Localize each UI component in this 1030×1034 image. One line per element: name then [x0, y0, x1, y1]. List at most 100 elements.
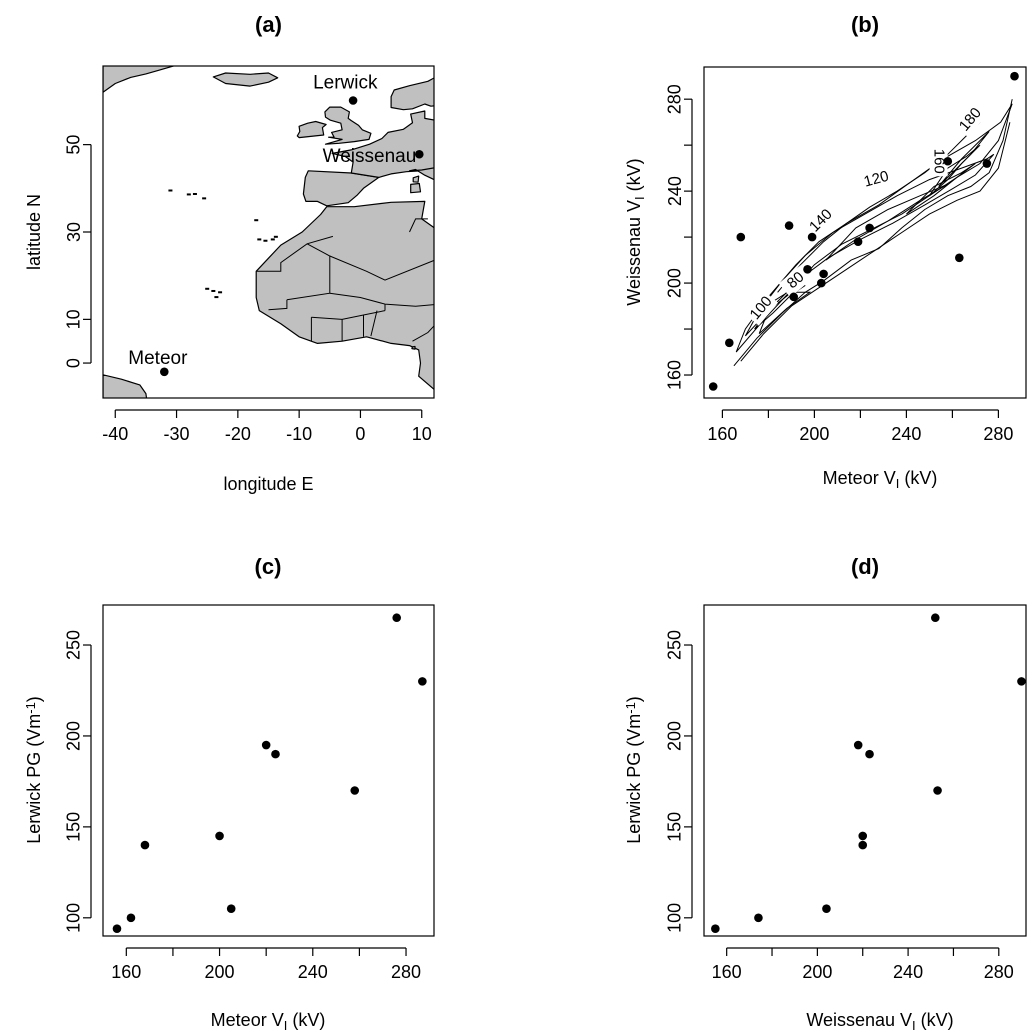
- data-point: [711, 924, 720, 934]
- y-axis-label-unit: (kV): [624, 158, 644, 196]
- x-axis-label-main: Meteor V: [211, 1010, 284, 1030]
- small-island: [205, 287, 210, 290]
- contour-line: [740, 122, 1011, 362]
- y-tick-label: 200: [665, 268, 685, 298]
- y-axis-label-main: Weissenau V: [624, 200, 644, 306]
- country-border: [286, 243, 331, 301]
- x-tick-label: 240: [891, 424, 921, 444]
- x-tick-label: 280: [983, 424, 1013, 444]
- panel-title: (a): [255, 12, 282, 37]
- station-label: Weissenau: [323, 146, 417, 167]
- y-axis-label-main: Lerwick PG (Vm: [624, 714, 644, 844]
- x-tick-label: 240: [298, 962, 328, 982]
- small-island: [218, 291, 223, 294]
- station-point: [159, 367, 169, 377]
- small-island: [263, 239, 268, 242]
- y-axis-label-sub: I: [632, 196, 647, 200]
- y-tick-label: 50: [64, 135, 84, 155]
- y-axis-label: latitude N: [24, 194, 44, 270]
- data-point: [215, 831, 224, 841]
- x-axis-label-sub: I: [896, 476, 900, 491]
- data-point: [392, 613, 402, 623]
- x-axis-label-main: Meteor V: [823, 468, 896, 488]
- contour-label-bg: [929, 146, 948, 177]
- iceland: [212, 72, 279, 87]
- data-point: [725, 338, 734, 348]
- data-point: [112, 924, 122, 934]
- x-tick-label: -30: [164, 424, 190, 444]
- contour-label-bg: [859, 167, 894, 193]
- x-axis-label-sub: I: [284, 1018, 288, 1033]
- data-point: [982, 159, 992, 168]
- small-island: [211, 289, 216, 292]
- panel-title: (b): [851, 12, 879, 37]
- x-tick-label: 10: [412, 424, 432, 444]
- country-border: [256, 235, 334, 272]
- great-britain: [324, 106, 372, 145]
- country-border: [370, 310, 378, 337]
- map-frame: [102, 65, 435, 399]
- contour-line: [928, 144, 981, 197]
- greenland: [103, 66, 176, 93]
- contour-layer: [733, 99, 1013, 367]
- data-point: [261, 740, 271, 750]
- data-point: [853, 740, 863, 750]
- country-border: [329, 255, 434, 281]
- x-tick-label: 280: [984, 962, 1014, 982]
- y-axis-label-sup: -1: [623, 702, 638, 714]
- y-axis-label-main: Lerwick PG (Vm: [24, 714, 44, 844]
- small-island: [270, 238, 275, 241]
- y-tick-label: 160: [665, 360, 685, 390]
- x-tick-label: 200: [802, 962, 832, 982]
- y-tick-label: 10: [64, 309, 84, 329]
- panel-title: (c): [255, 554, 282, 579]
- data-point: [736, 232, 746, 242]
- station-label: Meteor: [128, 348, 188, 369]
- small-island: [273, 235, 278, 238]
- italy-landmass: [408, 167, 434, 181]
- contour-label-bg: [804, 204, 839, 238]
- contour-line: [735, 103, 1013, 353]
- corsica: [412, 175, 420, 183]
- contour-line: [906, 163, 976, 215]
- x-tick-label: 0: [355, 424, 365, 444]
- panel-a-map: (a) Lerwick Weissenau Meteor -40 -30 -20 -10 0 10…: [24, 12, 435, 494]
- y-tick-label: 0: [64, 358, 84, 368]
- data-point: [1017, 677, 1026, 686]
- contour-label-bg: [954, 102, 988, 138]
- contour-line: [733, 99, 1013, 367]
- iberia-landmass: [302, 170, 380, 207]
- x-axis-label-unit: (kV): [899, 468, 937, 488]
- data-point: [933, 786, 942, 795]
- x-tick-label: 200: [205, 962, 235, 982]
- y-tick-label: 150: [665, 812, 685, 842]
- y-tick-label: 30: [64, 222, 84, 242]
- station-point: [348, 96, 358, 105]
- x-tick-label: 240: [893, 962, 923, 982]
- panel-d-scatter: (d) 160 200 240 280 100 150 200 250 Weissenau VI …: [623, 554, 1027, 1033]
- x-axis-label-unit: (kV): [287, 1010, 325, 1030]
- contour-line: [938, 131, 990, 187]
- land-layer: [103, 66, 434, 398]
- contour-label: 160: [931, 149, 948, 174]
- contour-label-bg: [744, 291, 779, 326]
- y-tick-label: 240: [665, 176, 685, 206]
- data-point: [708, 382, 718, 391]
- data-point: [789, 292, 798, 302]
- country-border: [268, 299, 288, 311]
- bioko: [411, 345, 416, 350]
- data-point: [955, 253, 964, 263]
- x-axis-label: Weissenau VI (kV): [806, 1010, 953, 1033]
- data-point: [807, 232, 817, 242]
- sardinia: [410, 182, 422, 194]
- small-island: [214, 296, 219, 299]
- data-point: [943, 156, 953, 166]
- x-axis-label-sub: I: [912, 1018, 916, 1033]
- contour-line: [777, 121, 981, 293]
- x-axis-label: longitude E: [223, 474, 313, 494]
- panel-title: (d): [851, 554, 879, 579]
- station-label: Lerwick: [313, 73, 378, 94]
- x-tick-label: 200: [799, 424, 829, 444]
- y-tick-label: 200: [64, 721, 84, 751]
